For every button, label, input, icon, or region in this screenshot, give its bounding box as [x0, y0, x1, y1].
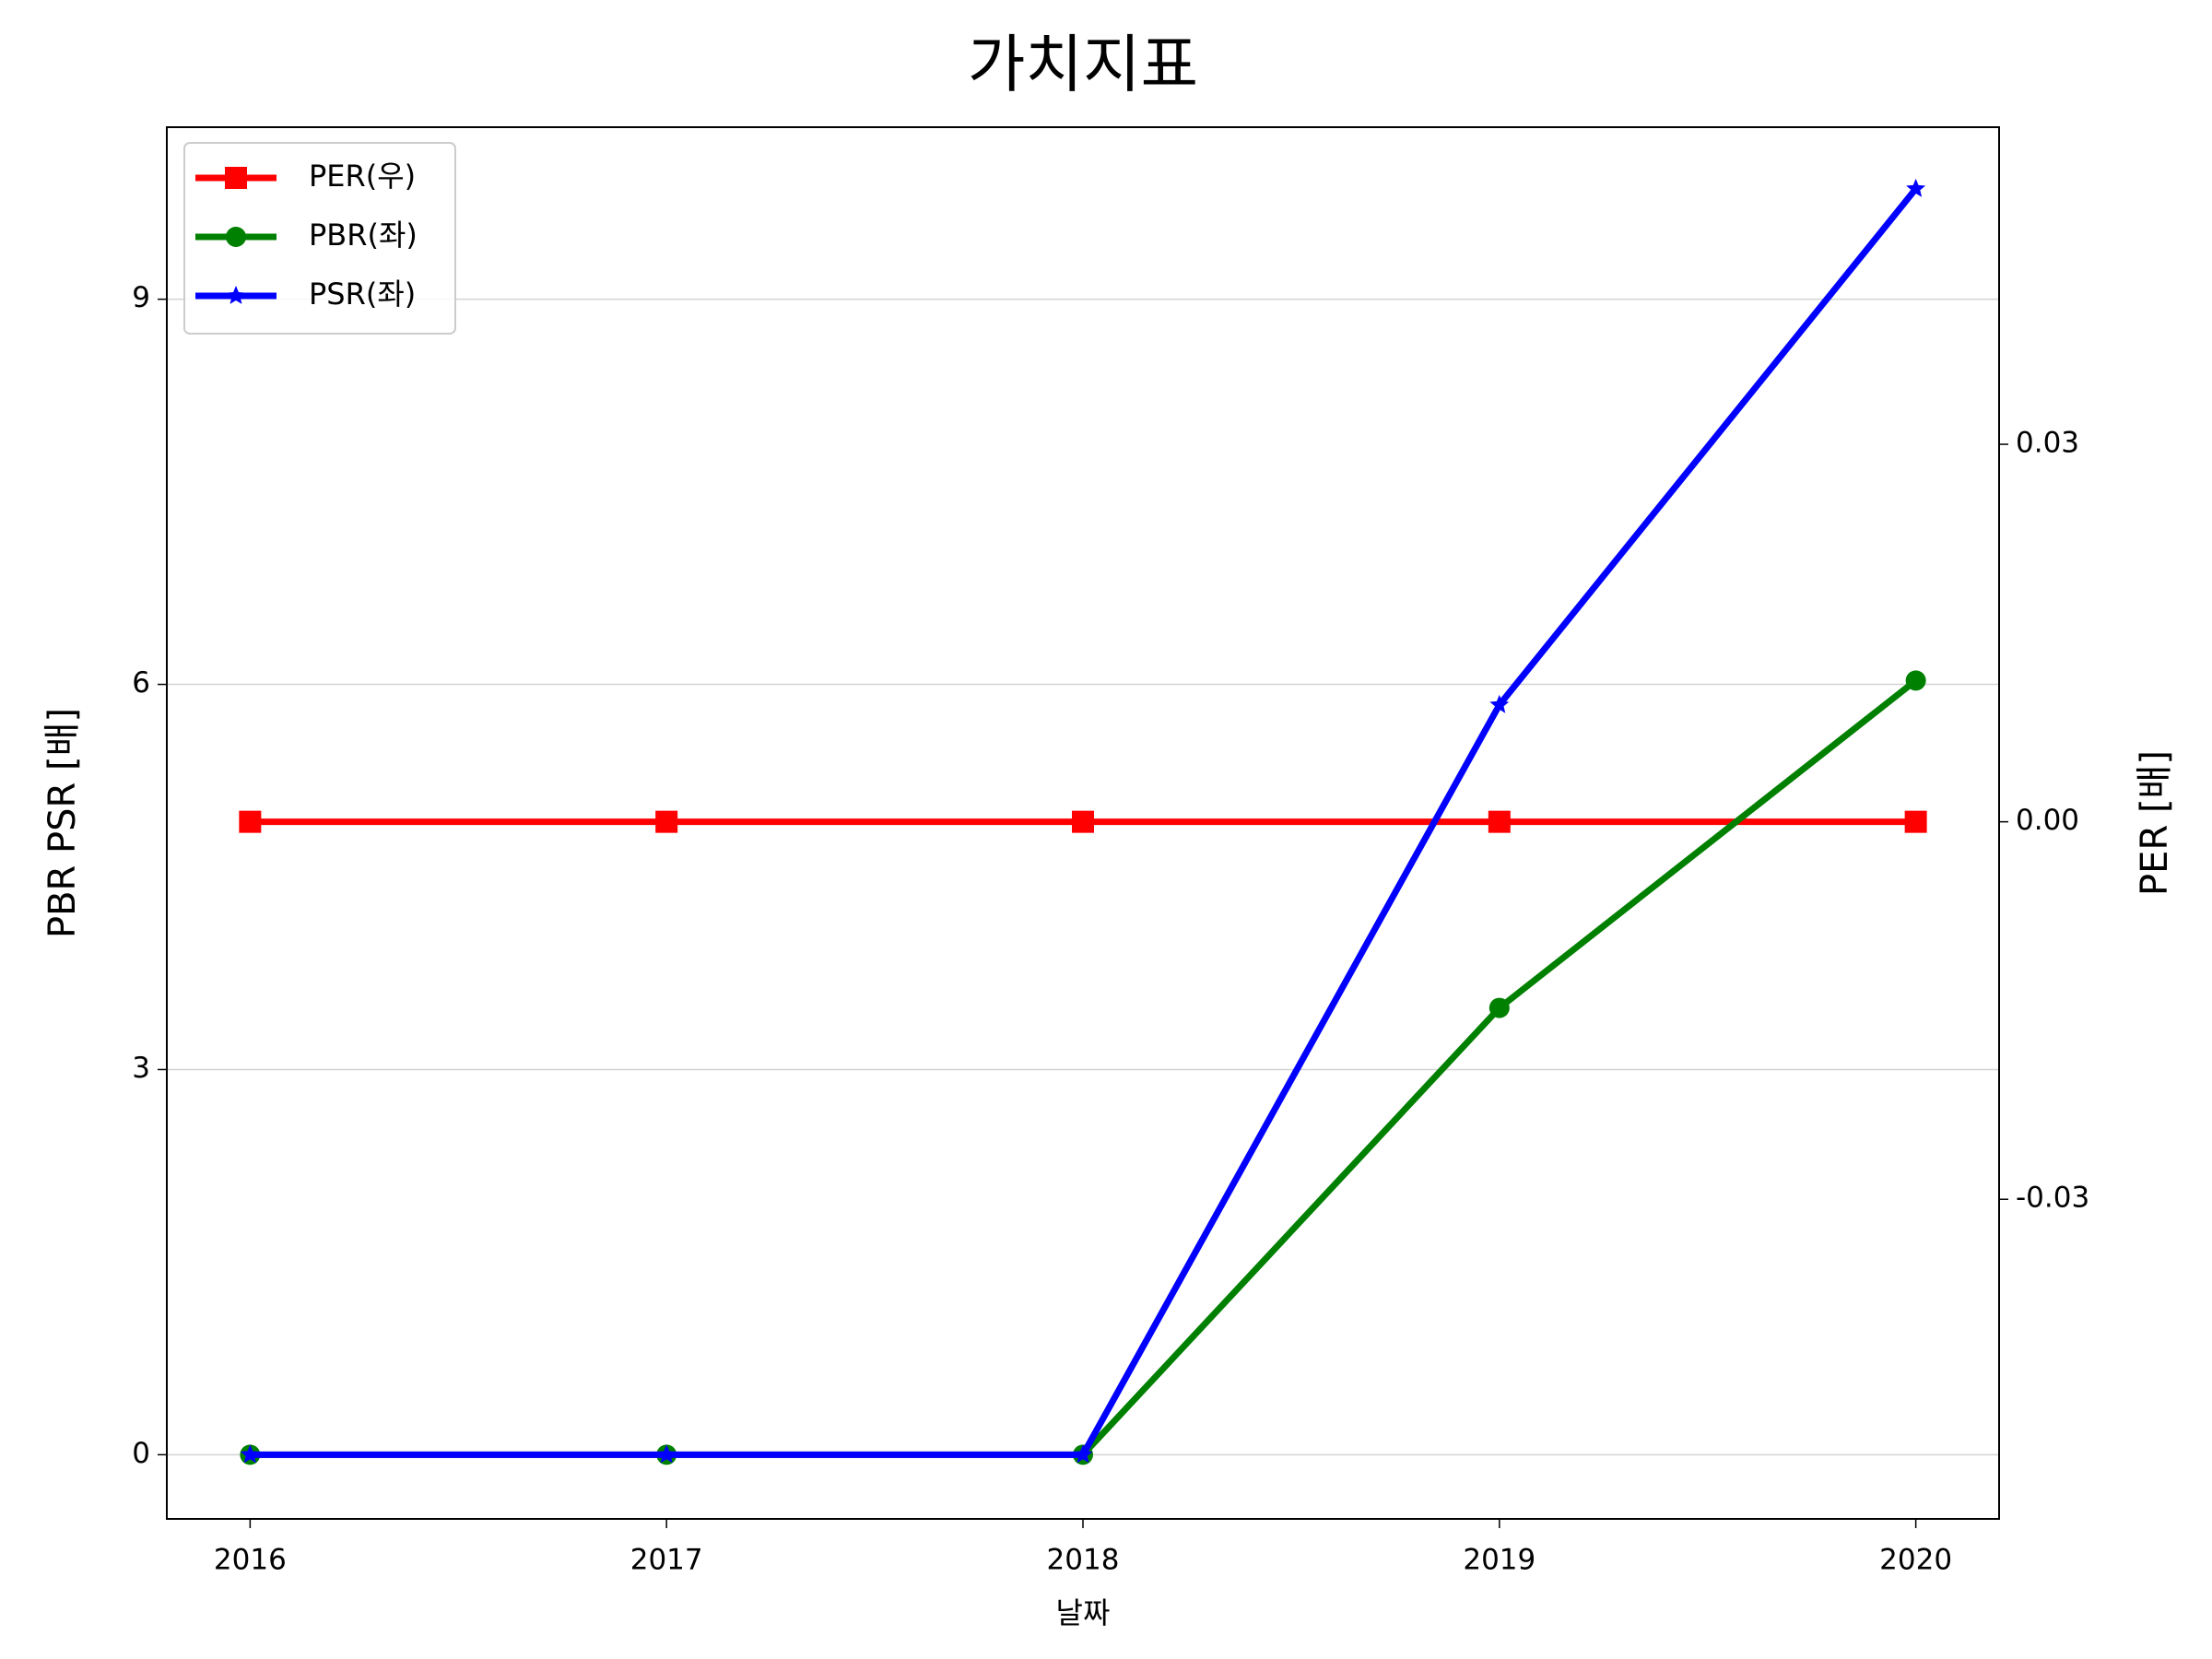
x-tick-label: 2020 — [1879, 1544, 1952, 1577]
x-tick-label: 2018 — [1047, 1544, 1120, 1577]
marker — [1073, 1444, 1093, 1464]
chart-title: 가치지표 — [968, 29, 1198, 102]
x-tick-label: 2017 — [630, 1544, 703, 1577]
legend-box — [183, 142, 456, 335]
y-tick-label: 9 — [132, 281, 150, 314]
y-axis-label: PBR PSR [배] — [41, 708, 84, 938]
marker — [226, 286, 246, 304]
y2-tick-label: 0.03 — [2016, 427, 2079, 460]
marker — [1906, 178, 1926, 197]
y-tick-label: 6 — [132, 666, 150, 700]
y2-axis-label: PER [배] — [2134, 750, 2176, 896]
marker — [655, 810, 678, 833]
marker — [1905, 670, 1926, 691]
marker — [1488, 810, 1511, 833]
legend-label: PER(우) — [309, 159, 416, 194]
marker — [239, 810, 262, 833]
marker — [1488, 997, 1510, 1018]
marker — [225, 167, 247, 189]
marker — [656, 1444, 677, 1464]
y2-tick-label: 0.00 — [2016, 804, 2079, 837]
series-line — [250, 677, 1918, 1458]
marker — [240, 1444, 260, 1464]
x-tick-label: 2019 — [1463, 1544, 1535, 1577]
marker — [1904, 810, 1927, 833]
plot-frame — [166, 126, 2000, 1520]
legend-label: PBR(좌) — [309, 218, 418, 253]
x-tick-label: 2016 — [214, 1544, 287, 1577]
marker — [226, 227, 246, 247]
marker — [1489, 694, 1510, 713]
x-axis-label: 날짜 — [1056, 1595, 1111, 1630]
y-tick-label: 0 — [132, 1437, 150, 1470]
y2-tick-label: -0.03 — [2016, 1182, 2089, 1215]
legend-label: PSR(좌) — [309, 276, 416, 312]
marker — [1072, 810, 1094, 833]
y-tick-label: 3 — [132, 1052, 150, 1085]
